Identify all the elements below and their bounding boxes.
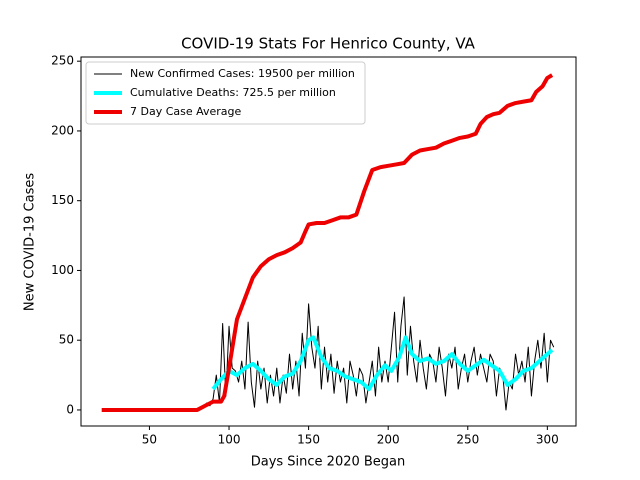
x-tick-label: 50 [142,433,157,447]
chart-title: COVID-19 Stats For Henrico County, VA [181,35,476,53]
y-tick-label: 150 [51,193,74,207]
x-axis-label: Days Since 2020 Began [251,455,406,470]
y-axis-label: New COVID-19 Cases [23,173,38,311]
legend-label: Cumulative Deaths: 725.5 per million [130,86,336,99]
x-tick-label: 200 [377,433,400,447]
y-tick-label: 250 [51,54,74,68]
legend-label: 7 Day Case Average [130,105,242,118]
y-tick-label: 100 [51,263,74,277]
legend-label: New Confirmed Cases: 19500 per million [130,67,355,80]
y-tick-label: 200 [51,123,74,137]
x-tick-label: 250 [456,433,479,447]
legend-box [85,61,366,125]
plot-frame [80,56,577,427]
y-tick-label: 0 [66,402,74,416]
series-line [101,73,554,412]
x-tick-label: 100 [218,433,241,447]
x-tick-label: 300 [536,433,559,447]
x-tick-label: 150 [297,433,320,447]
y-tick-label: 50 [59,333,74,347]
series-line [211,335,554,392]
series-line [203,296,555,411]
